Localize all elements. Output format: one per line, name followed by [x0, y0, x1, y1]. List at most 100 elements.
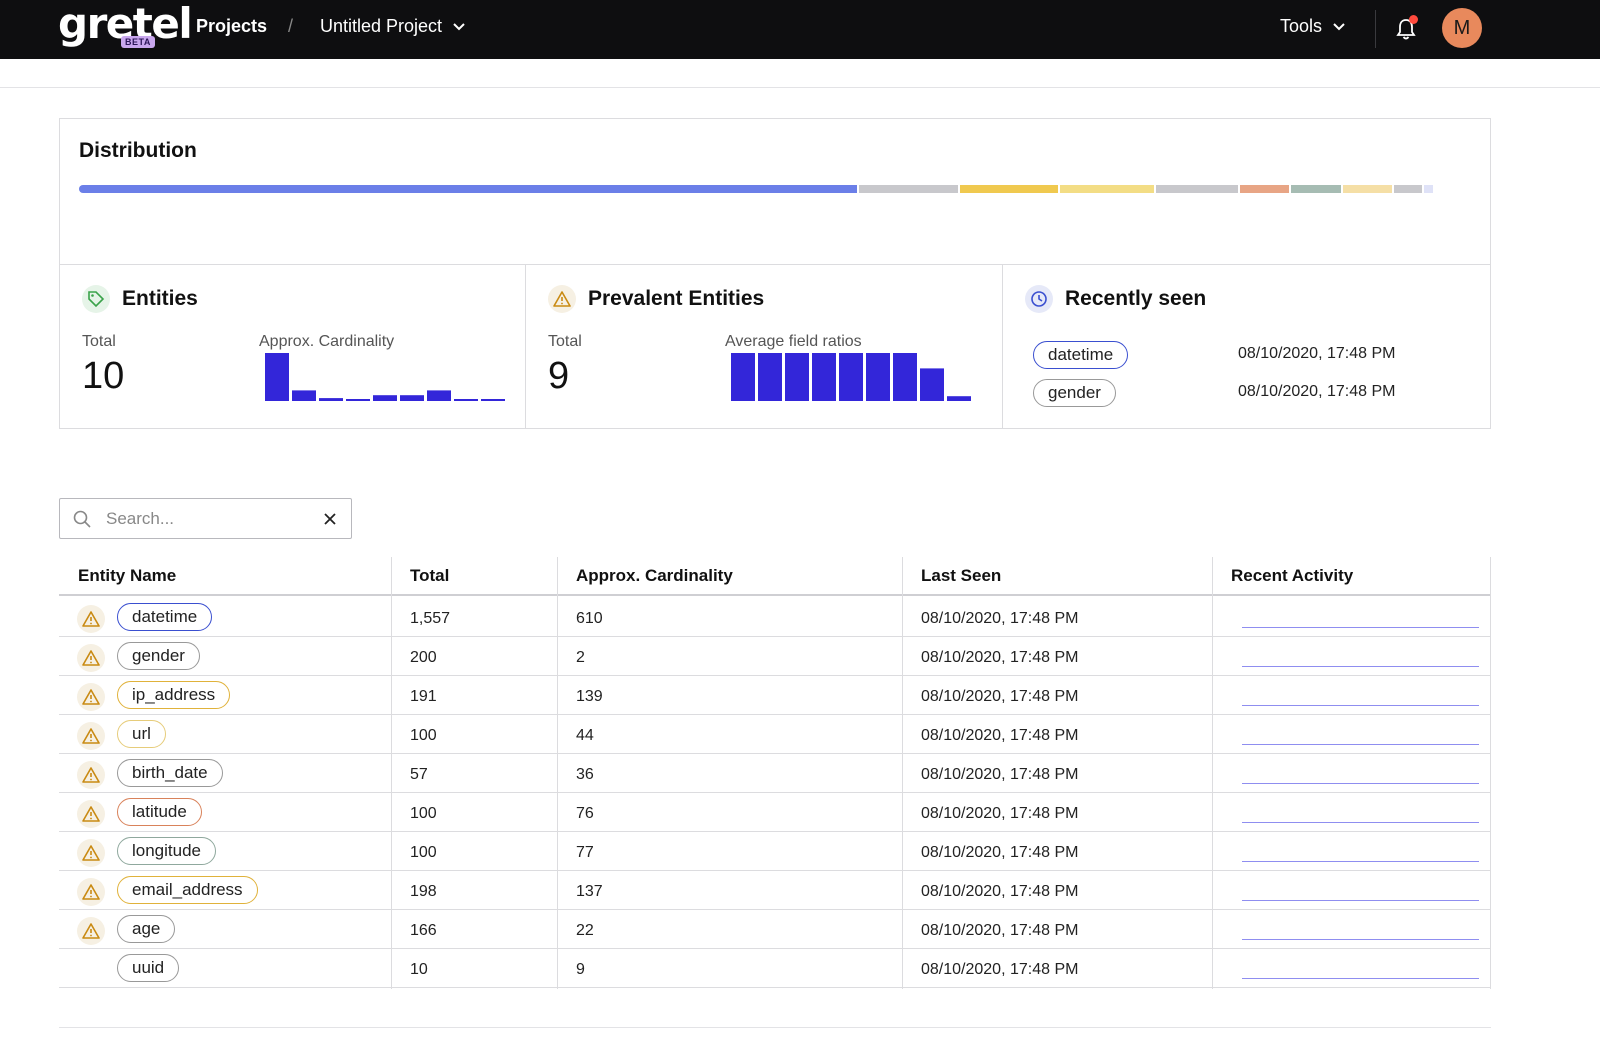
recent-entity-tag[interactable]: gender	[1033, 379, 1116, 407]
search-icon	[73, 510, 91, 528]
field-ratio-bar	[812, 353, 836, 401]
warning-icon	[77, 917, 105, 945]
cardinality-bar	[265, 353, 289, 401]
warning-icon	[77, 839, 105, 867]
entity-tag[interactable]: gender	[117, 642, 200, 670]
cardinality-mini-chart	[265, 353, 505, 401]
entity-tag[interactable]: ip_address	[117, 681, 231, 709]
distribution-title: Distribution	[79, 139, 197, 162]
cardinality-cell: 22	[576, 922, 594, 939]
entity-tag[interactable]: birth_date	[117, 759, 223, 787]
column-divider	[391, 557, 392, 989]
beta-badge: BETA	[121, 36, 155, 48]
table-row[interactable]: datetime 1,557 610 08/10/2020, 17:48 PM	[59, 598, 1491, 637]
total-cell: 191	[410, 688, 437, 705]
user-avatar[interactable]: M	[1442, 8, 1482, 48]
distribution-segment	[858, 185, 958, 193]
cardinality-bar	[454, 399, 478, 401]
search-input[interactable]	[106, 506, 306, 532]
field-ratio-bar	[866, 353, 890, 401]
distribution-segment	[1423, 185, 1434, 193]
total-cell: 198	[410, 883, 437, 900]
recent-activity-sparkline	[1242, 861, 1479, 862]
recent-entity-tag[interactable]: datetime	[1033, 341, 1129, 369]
clock-icon	[1025, 285, 1053, 313]
distribution-segment	[1394, 185, 1422, 193]
distribution-segment	[79, 185, 857, 193]
table-row[interactable]: ip_address 191 139 08/10/2020, 17:48 PM	[59, 676, 1491, 715]
table-row[interactable]: email_address 198 137 08/10/2020, 17:48 PM	[59, 871, 1491, 910]
entity-tag[interactable]: email_address	[117, 876, 258, 904]
entities-total-value: 10	[82, 355, 125, 397]
table-row[interactable]: url 100 44 08/10/2020, 17:48 PM	[59, 715, 1491, 754]
warning-icon	[77, 683, 105, 711]
breadcrumb-separator: /	[288, 16, 294, 36]
panel-divider	[1002, 265, 1003, 428]
field-ratio-bar	[839, 353, 863, 401]
entity-tag[interactable]: uuid	[117, 954, 180, 982]
table-row[interactable]: longitude 100 77 08/10/2020, 17:48 PM	[59, 832, 1491, 871]
entity-tag[interactable]: age	[117, 915, 176, 943]
tools-label: Tools	[1280, 16, 1323, 36]
entity-tag[interactable]: url	[117, 720, 166, 748]
recent-item: datetime 08/10/2020, 17:48 PM	[1033, 341, 1453, 369]
header-divider	[1375, 10, 1376, 48]
distribution-segment	[1155, 185, 1239, 193]
column-header-total[interactable]: Total	[410, 566, 450, 585]
cardinality-bar	[373, 395, 397, 401]
field-ratio-chart-label: Average field ratios	[725, 333, 862, 350]
last-seen-cell: 08/10/2020, 17:48 PM	[921, 883, 1079, 900]
total-cell: 200	[410, 649, 437, 666]
recent-item: gender 08/10/2020, 17:48 PM	[1033, 379, 1453, 407]
cardinality-cell: 77	[576, 844, 594, 861]
recent-activity-sparkline	[1242, 783, 1479, 784]
warning-icon	[77, 878, 105, 906]
table-row[interactable]: gender 200 2 08/10/2020, 17:48 PM	[59, 637, 1491, 676]
table-right-border	[1490, 557, 1491, 989]
nav-projects-link[interactable]: Projects	[196, 16, 268, 36]
table-row[interactable]: latitude 100 76 08/10/2020, 17:48 PM	[59, 793, 1491, 832]
table-footer-divider	[59, 1027, 1491, 1028]
panel-divider	[525, 265, 526, 428]
column-header-cardinality[interactable]: Approx. Cardinality	[576, 566, 733, 585]
distribution-segment	[1342, 185, 1393, 193]
prevalent-entities-panel: Prevalent Entities Total 9 Average field…	[526, 265, 1002, 428]
cardinality-cell: 137	[576, 883, 603, 900]
entities-panel: Entities Total 10 Approx. Cardinality	[60, 265, 525, 428]
cardinality-cell: 2	[576, 649, 585, 666]
distribution-segment	[959, 185, 1059, 193]
column-header-entity-name[interactable]: Entity Name	[78, 566, 177, 585]
entity-tag[interactable]: longitude	[117, 837, 217, 865]
field-ratio-bar	[947, 396, 971, 401]
table-row[interactable]: uuid 10 9 08/10/2020, 17:48 PM	[59, 949, 1491, 988]
distribution-segment	[1291, 185, 1341, 193]
chevron-down-icon	[453, 22, 465, 30]
cardinality-bar	[427, 390, 451, 401]
last-seen-cell: 08/10/2020, 17:48 PM	[921, 649, 1079, 666]
column-divider	[902, 557, 903, 989]
chevron-down-icon	[1333, 22, 1345, 30]
field-ratio-mini-chart	[731, 353, 971, 401]
column-divider	[557, 557, 558, 989]
prevalent-total-value: 9	[548, 355, 570, 397]
table-row[interactable]: birth_date 57 36 08/10/2020, 17:48 PM	[59, 754, 1491, 793]
entities-table: Entity Name Total Approx. Cardinality La…	[59, 557, 1491, 989]
cardinality-cell: 36	[576, 766, 594, 783]
tools-menu[interactable]: Tools	[1280, 16, 1346, 37]
entity-tag[interactable]: datetime	[117, 603, 213, 631]
last-seen-cell: 08/10/2020, 17:48 PM	[921, 922, 1079, 939]
total-cell: 57	[410, 766, 428, 783]
project-switcher[interactable]: Untitled Project	[320, 16, 466, 37]
last-seen-cell: 08/10/2020, 17:48 PM	[921, 805, 1079, 822]
recent-timestamp: 08/10/2020, 17:48 PM	[1238, 345, 1396, 362]
close-icon[interactable]	[322, 511, 338, 527]
column-header-recent-activity[interactable]: Recent Activity	[1231, 566, 1354, 585]
cardinality-cell: 9	[576, 961, 585, 978]
column-header-last-seen[interactable]: Last Seen	[921, 566, 1002, 585]
table-row[interactable]: age 166 22 08/10/2020, 17:48 PM	[59, 910, 1491, 949]
top-navigation-bar: gretel BETA Projects / Untitled Project …	[0, 0, 1600, 59]
recent-activity-sparkline	[1242, 744, 1479, 745]
warning-icon	[77, 722, 105, 750]
entity-tag[interactable]: latitude	[117, 798, 202, 826]
recent-activity-sparkline	[1242, 939, 1479, 940]
